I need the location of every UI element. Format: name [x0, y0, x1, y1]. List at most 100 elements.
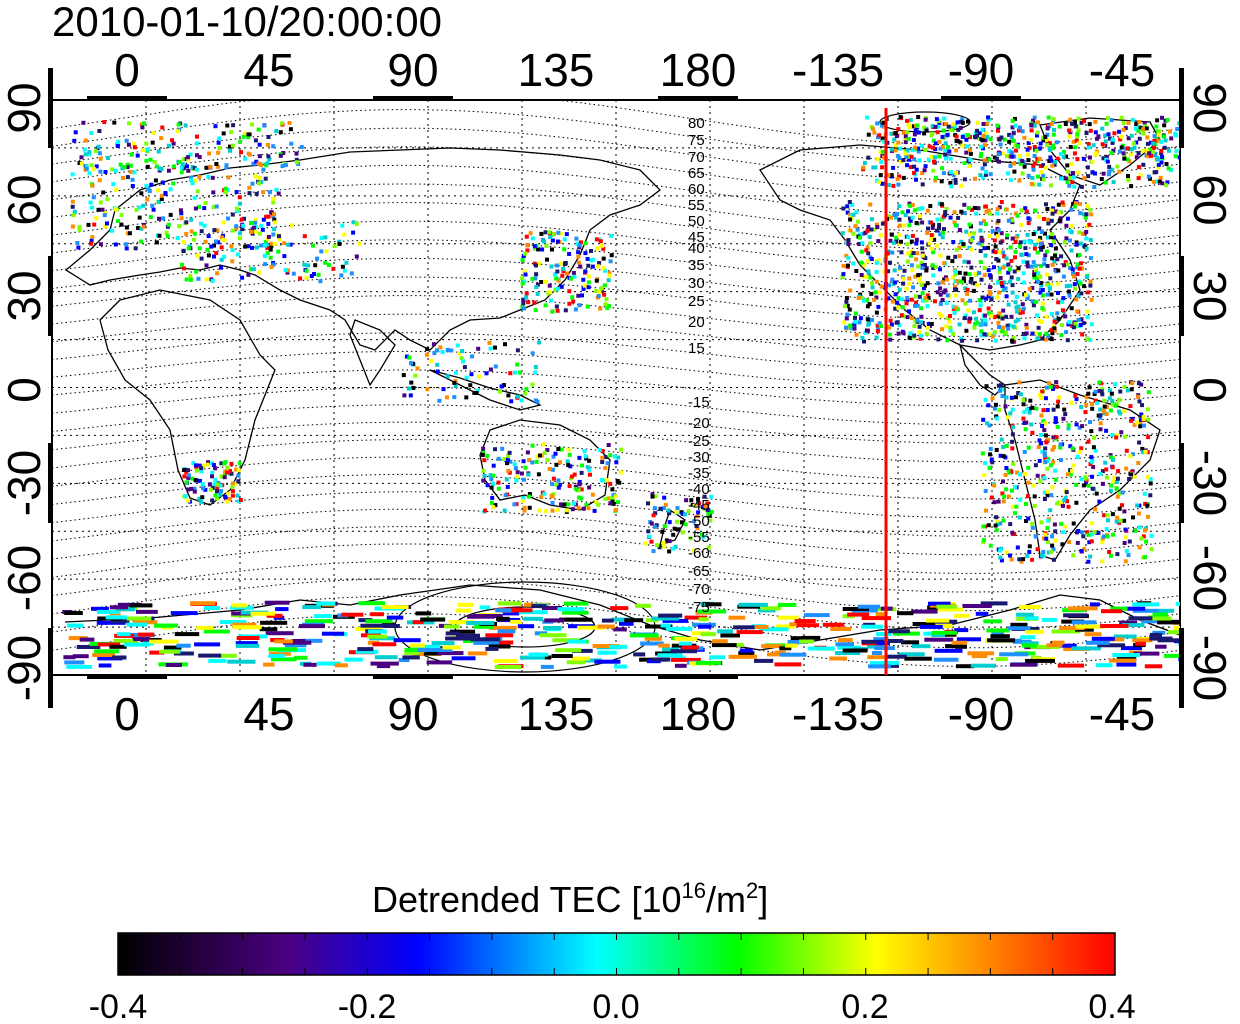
mlat-contour [52, 109, 1180, 163]
tec-data-point [230, 143, 235, 148]
tec-data-point [925, 231, 930, 235]
tec-data-point [1022, 410, 1027, 415]
tec-data-point [1016, 612, 1034, 617]
tec-data-point [1006, 494, 1011, 499]
tec-data-point [1046, 456, 1051, 461]
tec-data-point [1098, 427, 1103, 432]
tec-data-point [406, 386, 411, 391]
tec-data-point [451, 656, 476, 661]
tec-data-point [1036, 279, 1041, 284]
tec-data-point [1171, 619, 1180, 624]
tec-data-point [429, 359, 434, 363]
tec-data-point [1004, 395, 1009, 400]
tec-data-point [253, 138, 258, 143]
tec-data-point [1033, 268, 1038, 273]
tec-data-point [250, 122, 255, 127]
tec-data-point [1021, 402, 1026, 407]
tec-data-point [982, 162, 987, 167]
tec-data-point [1106, 132, 1111, 137]
tec-data-point [370, 612, 384, 617]
tec-data-point [564, 617, 593, 622]
tec-data-point [981, 417, 986, 422]
tec-data-point [866, 251, 871, 256]
tec-data-point [184, 277, 189, 282]
tec-data-point [1089, 602, 1100, 607]
tec-data-point [124, 242, 129, 247]
tec-data-point [508, 371, 513, 376]
tec-data-point [989, 297, 994, 302]
tec-data-point [137, 215, 142, 220]
tec-data-point [159, 649, 180, 654]
tec-data-point [1071, 521, 1076, 526]
tec-data-point [920, 291, 925, 296]
tec-data-point [1060, 542, 1065, 547]
tec-data-point [930, 225, 935, 230]
tec-data-point [540, 247, 545, 252]
tec-data-point [1138, 424, 1143, 429]
tec-data-point [1098, 421, 1103, 426]
tec-data-point [1126, 146, 1130, 151]
tec-data-point [279, 121, 284, 126]
mlat-label: 45 [688, 229, 705, 246]
tec-data-point [1018, 497, 1023, 502]
tec-data-point [954, 628, 969, 633]
tec-data-point [386, 615, 404, 620]
tec-data-point [1130, 117, 1135, 122]
tec-data-point [1063, 496, 1068, 501]
tec-data-point [870, 285, 875, 290]
tec-data-point [709, 509, 714, 514]
tec-data-point [474, 391, 479, 395]
tec-data-point [337, 241, 342, 246]
tec-data-point [986, 294, 991, 299]
tec-data-point [920, 171, 925, 175]
tec-data-point [269, 265, 274, 270]
tec-data-point [1018, 240, 1023, 245]
tec-data-point [484, 371, 489, 376]
tec-data-point [1008, 163, 1013, 168]
tec-data-point [754, 625, 769, 629]
tec-data-point [494, 665, 522, 669]
tec-data-point [154, 240, 159, 245]
tec-data-point [267, 157, 272, 162]
tec-data-point [1029, 422, 1034, 427]
tec-data-point [259, 180, 264, 185]
tec-data-point [880, 165, 885, 170]
tec-data-point [209, 244, 214, 249]
tec-data-point [1110, 465, 1115, 470]
tec-data-point [1039, 320, 1044, 324]
tec-data-point [564, 232, 569, 237]
tec-data-point [982, 332, 987, 337]
tec-data-point [121, 176, 125, 180]
tec-data-point [234, 467, 239, 472]
tec-data-point [1066, 423, 1071, 428]
tec-data-point [1041, 549, 1046, 554]
tec-data-point [945, 338, 950, 343]
tec-data-point [935, 290, 940, 295]
tec-data-point [589, 249, 593, 253]
tec-data-point [174, 632, 200, 637]
tec-data-point [709, 494, 714, 499]
tec-data-point [619, 447, 624, 452]
tec-data-point [520, 276, 525, 281]
tec-data-point [651, 616, 679, 621]
bottom-lon-label: -135 [792, 688, 884, 740]
tec-data-point [845, 210, 850, 215]
tec-data-point [208, 658, 227, 663]
tec-data-point [1101, 609, 1123, 614]
tec-data-point [540, 664, 554, 669]
tec-data-point [518, 370, 522, 375]
tec-data-point [475, 388, 480, 393]
tec-data-point [257, 176, 262, 181]
tec-data-point [1145, 407, 1150, 412]
tec-data-point [358, 601, 386, 606]
mlat-contour [52, 526, 1180, 574]
tec-data-point [1085, 315, 1090, 320]
tec-data-point [899, 297, 904, 302]
tec-data-point [1053, 246, 1058, 251]
tec-data-point [1001, 454, 1006, 459]
tec-data-point [1051, 239, 1056, 244]
tec-data-point [916, 130, 921, 135]
tec-data-point [567, 252, 572, 256]
tec-data-point [1062, 263, 1066, 268]
tec-data-point [1007, 132, 1012, 137]
